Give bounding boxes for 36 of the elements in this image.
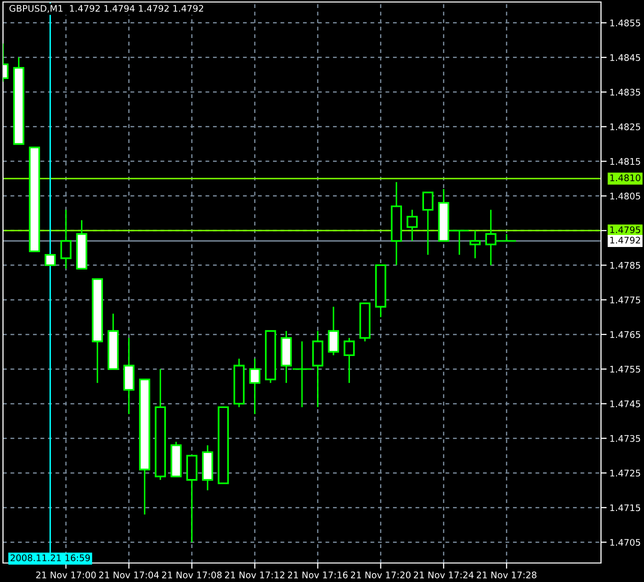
x-tick-label: 21 Nov 17:12 [225, 571, 284, 578]
x-tick-label: 21 Nov 17:24 [414, 571, 474, 578]
candlestick [60, 209, 72, 270]
x-tick-label: 21 Nov 17:08 [162, 571, 222, 578]
y-tick-label: 1.4825 [610, 123, 640, 130]
y-tick-label: 1.4755 [610, 366, 640, 373]
ref-line-label: 2008.11.21 16:59 [10, 554, 90, 562]
candlestick [406, 209, 418, 242]
y-tick-label: 1.4855 [610, 20, 640, 26]
x-tick-label: 21 Nov 17:28 [476, 571, 536, 578]
y-tick-label: 1.4785 [610, 262, 640, 269]
candlestick [328, 306, 340, 356]
chart-title: GBPUSD,M1 1.4792 1.4794 1.4792 1.4792 [9, 4, 204, 13]
ref-line-label: 1.4810 [610, 174, 640, 182]
ref-line-label: 1.4795 [610, 226, 640, 234]
x-tick-label: 21 Nov 17:00 [36, 571, 96, 578]
y-tick-label: 1.4815 [610, 158, 640, 165]
candlestick [44, 254, 56, 266]
candlestick [344, 337, 355, 384]
y-tick-label: 1.4735 [610, 435, 640, 442]
candlestick [249, 358, 260, 415]
y-tick-label: 1.4715 [610, 504, 640, 512]
x-tick-label: 21 Nov 17:20 [350, 571, 411, 578]
y-tick-label: 1.4745 [610, 400, 640, 408]
y-tick-label: 1.4725 [610, 470, 640, 477]
y-tick-label: 1.4835 [610, 88, 640, 96]
x-tick-label: 21 Nov 17:04 [99, 571, 159, 578]
candlestick [470, 230, 481, 259]
x-tick-label: 21 Nov 17:16 [288, 571, 348, 578]
y-tick-label: 1.4775 [610, 296, 640, 304]
y-tick-label: 1.4765 [610, 331, 640, 338]
y-tick-label: 1.4805 [610, 192, 640, 200]
candlestick [422, 192, 434, 256]
ref-line-label: 1.4792 [610, 236, 640, 244]
y-tick-label: 1.4845 [610, 54, 640, 61]
y-tick-label: 1.4705 [610, 538, 640, 546]
